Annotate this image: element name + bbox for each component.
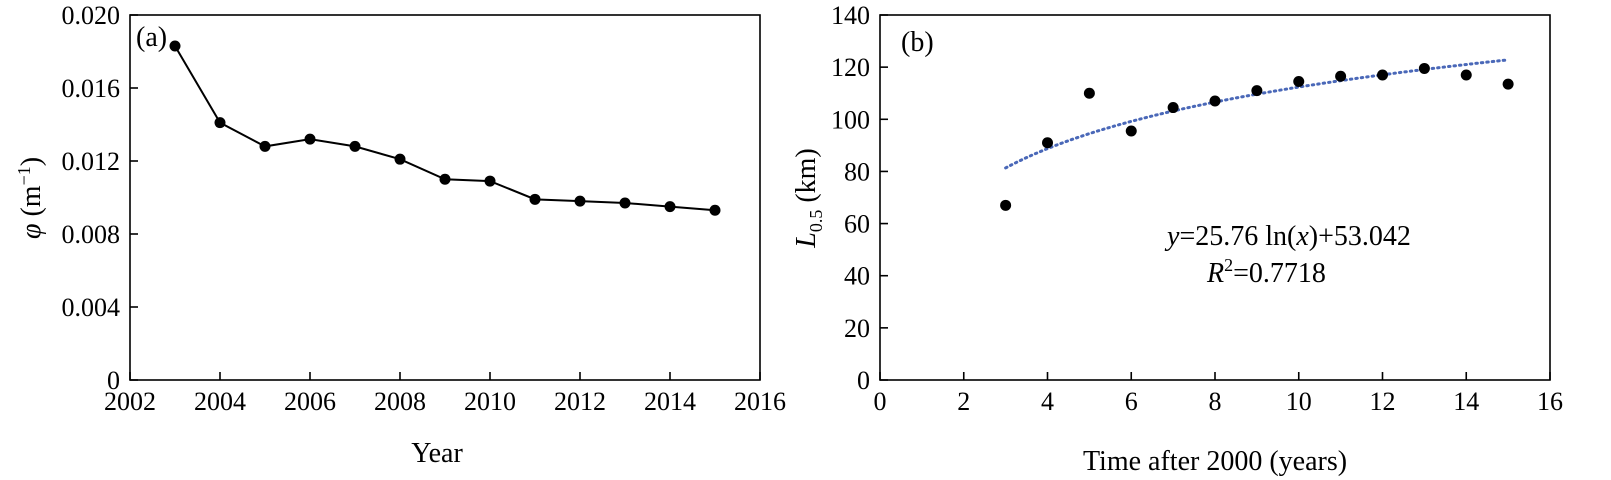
panel-a-frame: [129, 14, 761, 381]
data-point: [484, 175, 496, 187]
y-tick-label: 0: [857, 366, 870, 395]
y-tick-label: 120: [831, 53, 870, 82]
panel-b-y-axis-label: L0.5 (km): [791, 148, 826, 249]
data-point: [1418, 62, 1430, 74]
y-tick-label: 0.012: [62, 147, 121, 176]
panel-a: (a) 2002 2004 2006 2008 2010 2012 2014 2016 0 0.…: [14, 1, 786, 469]
data-point: [529, 193, 541, 205]
y-tick-label: 0.016: [62, 74, 121, 103]
data-point: [1293, 75, 1305, 87]
y-tick-label: 0: [107, 366, 120, 395]
data-point: [214, 117, 226, 129]
panel-b-trendline: [1004, 58, 1510, 170]
data-point: [439, 173, 451, 185]
x-tick-label: 2006: [284, 387, 336, 416]
x-tick-label: 2014: [644, 387, 696, 416]
data-point: [1042, 137, 1053, 149]
x-tick-label: 2012: [554, 387, 606, 416]
y-tick-label: 0.020: [62, 1, 121, 30]
data-point: [664, 201, 676, 213]
panel-a-x-axis-label: Year: [411, 438, 463, 469]
x-tick-label: 8: [1209, 387, 1222, 416]
data-point: [709, 204, 721, 216]
panel-b-points: [1000, 62, 1514, 211]
data-point: [574, 195, 586, 207]
data-point: [169, 40, 181, 52]
x-tick-label: 0: [874, 387, 887, 416]
y-tick-label: 40: [844, 262, 870, 291]
x-tick-label: 4: [1041, 387, 1054, 416]
data-point: [1377, 69, 1388, 81]
panel-a-y-ticks: 0 0.004 0.008 0.012 0.016 0.020: [62, 1, 138, 395]
y-tick-label: 0.008: [62, 220, 121, 249]
data-point: [619, 197, 631, 209]
x-tick-label: 12: [1370, 387, 1396, 416]
x-tick-label: 14: [1453, 387, 1479, 416]
data-point: [1083, 87, 1095, 99]
y-tick-label: 140: [831, 1, 870, 30]
data-point: [1251, 85, 1263, 97]
panel-b-label: (b): [901, 27, 934, 58]
data-point: [1209, 95, 1221, 107]
x-tick-label: 2010: [464, 387, 516, 416]
panel-a-y-axis-label: φ (m−1): [14, 157, 47, 239]
data-point: [394, 153, 406, 165]
data-point: [259, 140, 271, 152]
x-tick-label: 6: [1125, 387, 1138, 416]
panel-b-frame: [879, 14, 1551, 381]
x-tick-label: 16: [1537, 387, 1563, 416]
data-point: [1335, 70, 1347, 82]
data-point: [1000, 199, 1012, 211]
data-point: [1502, 78, 1514, 90]
y-tick-label: 20: [844, 314, 870, 343]
data-point: [304, 133, 316, 145]
data-point: [1125, 125, 1137, 137]
y-tick-label: 60: [844, 210, 870, 239]
panel-b: (b) 0 2 4 6 8 10 12 14 16 0 20 40 60 80 100 120 140 y=2…: [791, 1, 1563, 477]
x-tick-label: 2004: [194, 387, 246, 416]
x-tick-label: 2002: [104, 387, 156, 416]
panel-a-label: (a): [136, 22, 167, 53]
panel-b-r-squared: R2=0.7718: [1206, 255, 1326, 289]
panel-b-x-axis-label: Time after 2000 (years): [1083, 446, 1347, 477]
panel-b-x-ticks: 0 2 4 6 8 10 12 14 16: [874, 372, 1563, 416]
x-tick-label: 2: [957, 387, 970, 416]
panel-b-equation: y=25.76 ln(x)+53.042: [1164, 221, 1411, 252]
data-point: [349, 140, 361, 152]
x-tick-label: 2016: [734, 387, 786, 416]
data-point: [1167, 102, 1179, 114]
x-tick-label: 2008: [374, 387, 426, 416]
data-point: [1460, 69, 1472, 81]
x-tick-label: 10: [1286, 387, 1312, 416]
y-tick-label: 0.004: [62, 293, 121, 322]
panel-a-series-line: [174, 45, 716, 212]
y-tick-label: 100: [831, 105, 870, 134]
panel-a-points: [169, 40, 721, 216]
y-tick-label: 80: [844, 157, 870, 186]
panel-b-y-ticks: 0 20 40 60 80 100 120 140: [831, 1, 888, 395]
panel-a-x-ticks: 2002 2004 2006 2008 2010 2012 2014 2016: [104, 372, 786, 416]
